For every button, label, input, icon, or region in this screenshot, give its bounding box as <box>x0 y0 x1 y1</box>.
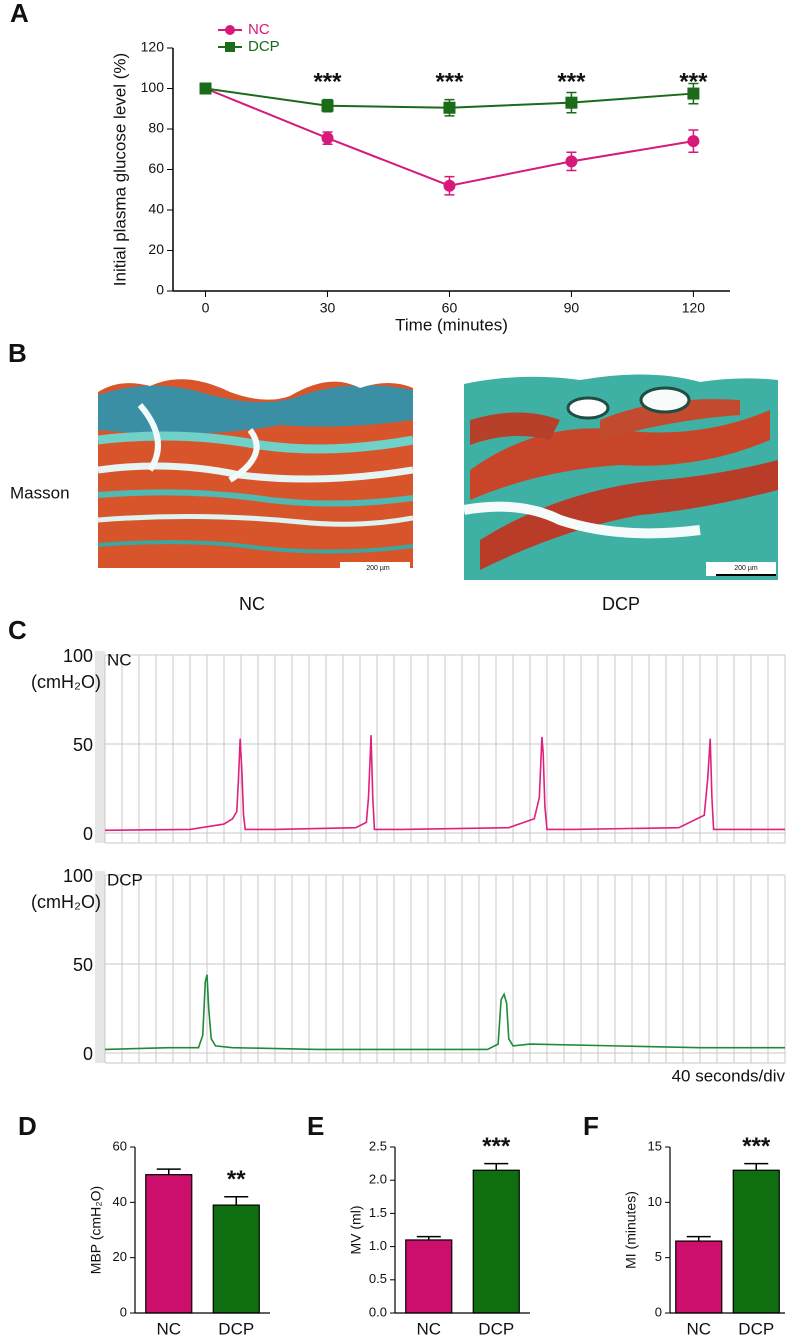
marker <box>687 135 700 148</box>
micrograph-dcp <box>464 374 778 580</box>
image-label: NC <box>239 594 265 614</box>
x-tick-label: NC <box>686 1319 711 1338</box>
error-bar <box>744 1162 769 1171</box>
panel-label: B <box>8 338 27 368</box>
y-tick-label: 50 <box>73 955 93 975</box>
pressure-trace <box>104 974 785 1051</box>
x-tick-label: DCP <box>478 1319 514 1338</box>
marker <box>199 82 212 95</box>
x-tick-label: 30 <box>320 300 336 316</box>
marker <box>443 101 456 114</box>
y-tick-label: 5 <box>655 1249 662 1264</box>
legend-marker <box>225 25 235 35</box>
x-axis-label: Time (minutes) <box>395 315 508 334</box>
bar <box>212 1204 260 1314</box>
x-tick-label: 90 <box>564 300 580 316</box>
y-tick-label: 0 <box>120 1304 127 1319</box>
bar <box>405 1239 453 1314</box>
y-tick-label: 0 <box>156 282 164 298</box>
stain-label: Masson <box>10 483 70 502</box>
marker <box>321 99 334 112</box>
error-bar <box>156 1168 181 1175</box>
x-tick-label: NC <box>156 1319 181 1338</box>
y-tick-label: 60 <box>113 1138 127 1153</box>
error-bar <box>224 1196 249 1206</box>
bar <box>145 1174 193 1314</box>
y-tick-label: 0 <box>83 824 93 844</box>
y-tick-label: 0.5 <box>369 1271 387 1286</box>
significance: *** <box>435 68 464 95</box>
legend-marker <box>225 42 235 52</box>
y-axis-label: MI (minutes) <box>623 1191 639 1269</box>
marker <box>565 96 578 109</box>
micrograph-nc <box>98 379 413 568</box>
y-axis-label: MV (ml) <box>348 1206 364 1255</box>
marker <box>565 155 578 168</box>
y-axis-label: Initial plasma glucose level (%) <box>110 53 129 286</box>
y-tick-label: 40 <box>148 201 164 217</box>
y-tick-label: 2.0 <box>369 1172 387 1187</box>
y-tick-label: 2.5 <box>369 1138 387 1153</box>
y-tick-label: 0.0 <box>369 1304 387 1319</box>
panel-label: C <box>8 615 27 645</box>
bar <box>675 1240 723 1314</box>
scale-bar-label: 200 µm <box>366 565 390 572</box>
axis-band <box>95 651 105 843</box>
x-tick-label: NC <box>416 1319 441 1338</box>
y-tick-label: 100 <box>63 646 93 666</box>
y-tick-label: 10 <box>648 1194 662 1209</box>
y-tick-label: 20 <box>148 241 164 257</box>
image-label: DCP <box>602 594 640 614</box>
error-bar <box>686 1235 711 1242</box>
significance: *** <box>313 68 342 95</box>
panel-label: A <box>10 0 29 28</box>
trace-title: NC <box>107 650 132 669</box>
scale-bar-label: 200 µm <box>734 565 758 572</box>
y-tick-label: 40 <box>113 1194 127 1209</box>
y-tick-label: 80 <box>148 120 164 136</box>
x-tick-label: DCP <box>218 1319 254 1338</box>
y-tick-label: 100 <box>141 79 165 95</box>
trace-title: DCP <box>107 870 143 889</box>
y-tick-label: 120 <box>141 39 165 55</box>
y-axis-label: (cmH₂O) <box>31 892 101 912</box>
panel-label: E <box>307 1111 324 1141</box>
marker <box>321 132 334 145</box>
significance: *** <box>742 1133 771 1160</box>
significance: *** <box>557 68 586 95</box>
error-bar <box>484 1162 509 1171</box>
significance: *** <box>482 1133 511 1160</box>
marker <box>687 87 700 100</box>
panel-label: D <box>18 1111 37 1141</box>
x-tick-label: 120 <box>682 300 706 316</box>
legend-label: DCP <box>248 38 280 55</box>
y-axis-label: MBP (cmH₂O) <box>88 1186 104 1274</box>
x-tick-label: 60 <box>442 300 458 316</box>
y-tick-label: 1.0 <box>369 1238 387 1253</box>
y-tick-label: 20 <box>113 1249 127 1264</box>
bar <box>472 1169 520 1314</box>
significance: ** <box>227 1166 246 1193</box>
y-tick-label: 1.5 <box>369 1205 387 1220</box>
time-scale: 40 seconds/div <box>672 1066 786 1085</box>
y-tick-label: 0 <box>83 1044 93 1064</box>
legend-label: NC <box>248 21 270 38</box>
y-tick-label: 15 <box>648 1138 662 1153</box>
pressure-trace <box>104 735 785 832</box>
y-tick-label: 50 <box>73 735 93 755</box>
y-tick-label: 100 <box>63 866 93 886</box>
y-tick-label: 0 <box>655 1304 662 1319</box>
x-tick-label: DCP <box>738 1319 774 1338</box>
x-tick-label: 0 <box>202 300 210 316</box>
y-tick-label: 60 <box>148 160 164 176</box>
y-axis-label: (cmH₂O) <box>31 672 101 692</box>
marker <box>443 179 456 192</box>
significance: *** <box>679 68 708 95</box>
axis-band <box>95 871 105 1063</box>
bar <box>732 1169 780 1314</box>
panel-label: F <box>583 1111 599 1141</box>
